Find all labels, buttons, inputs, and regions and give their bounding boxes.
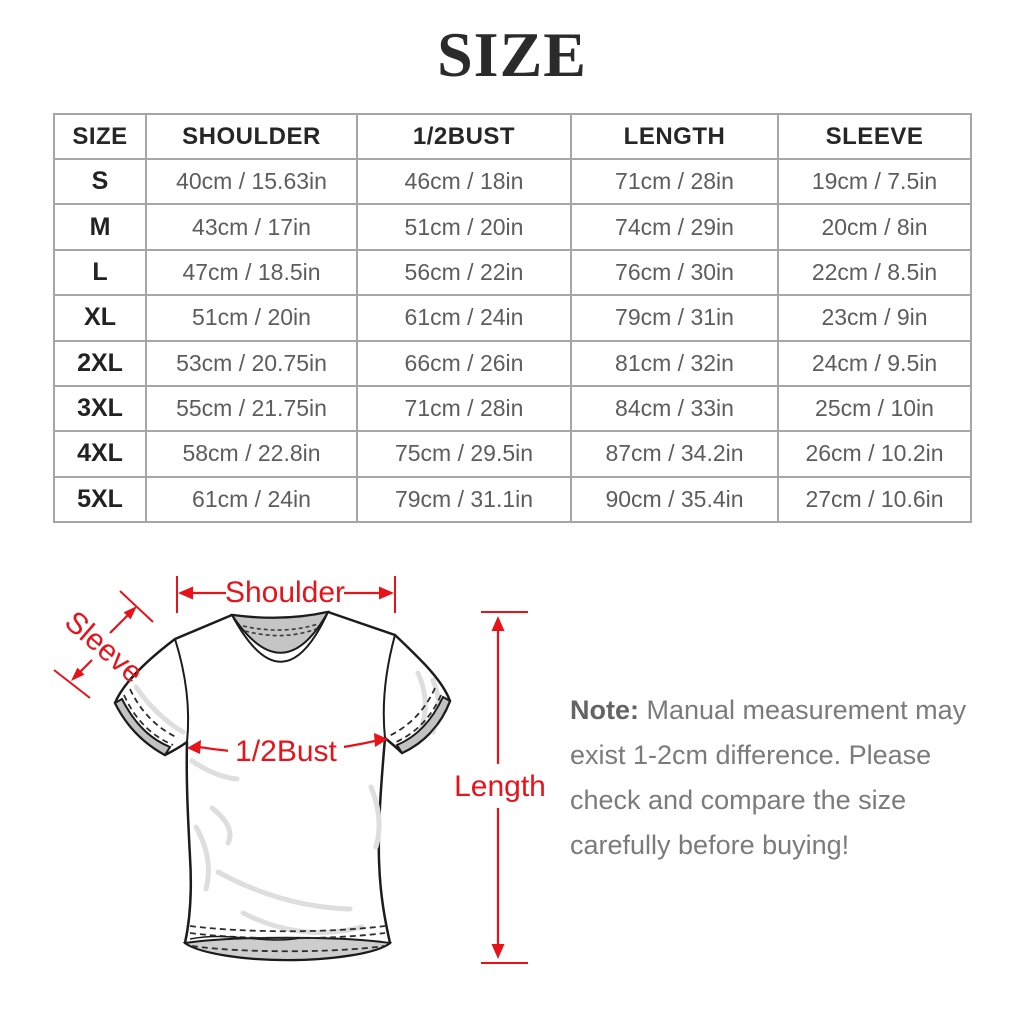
table-row: 3XL 55cm / 21.75in 71cm / 28in 84cm / 33in 2…	[53, 384, 972, 433]
bust-dimension: 1/2Bust	[187, 733, 388, 768]
collar-inner	[229, 610, 330, 654]
length-cell: 90cm / 35.4in	[570, 475, 779, 524]
table-row: 4XL 58cm / 22.8in 75cm / 29.5in 87cm / 34.2…	[53, 430, 972, 478]
shoulder-cell: 43cm / 17in	[145, 203, 358, 251]
sleeve-cell: 27cm / 10.6in	[777, 475, 972, 524]
hem-fold-line	[189, 935, 301, 941]
size-cell: 2XL	[53, 339, 147, 387]
bust-cell: 75cm / 29.5in	[356, 430, 572, 478]
bust-cell: 79cm / 31.1in	[356, 475, 572, 524]
table-row: L 47cm / 18.5in 56cm / 22in 76cm / 30in 22cm…	[53, 248, 972, 297]
shoulder-cell: 53cm / 20.75in	[145, 339, 358, 387]
shoulder-cell: 47cm / 18.5in	[145, 248, 358, 297]
size-cell: S	[53, 157, 147, 206]
length-cell: 87cm / 34.2in	[570, 430, 779, 478]
table-row: S 40cm / 15.63in 46cm / 18in 71cm / 28in 19c…	[53, 157, 972, 206]
length-label: Length	[454, 770, 546, 803]
size-table-body: S 40cm / 15.63in 46cm / 18in 71cm / 28in 19c…	[53, 157, 972, 524]
bust-cell: 71cm / 28in	[356, 384, 572, 433]
bust-cell: 56cm / 22in	[356, 248, 572, 297]
right-cuff	[395, 695, 452, 755]
hem-stitching	[191, 945, 385, 953]
bust-label: 1/2Bust	[235, 735, 337, 768]
size-cell: 5XL	[53, 475, 147, 524]
shoulder-cell: 55cm / 21.75in	[145, 384, 358, 433]
column-header-sleeve: SLEEVE	[777, 113, 972, 160]
shoulder-cell: 61cm / 24in	[145, 475, 358, 524]
column-header-length: LENGTH	[570, 113, 779, 160]
length-cell: 71cm / 28in	[570, 157, 779, 206]
collar-stitching	[242, 623, 319, 631]
size-cell: M	[53, 203, 147, 251]
table-row: 2XL 53cm / 20.75in 66cm / 26in 81cm / 32in 2…	[53, 339, 972, 387]
length-cell: 76cm / 30in	[570, 248, 779, 297]
table-header-row: SIZE SHOULDER 1/2BUST LENGTH SLEEVE	[53, 113, 972, 160]
shoulder-cell: 51cm / 20in	[145, 294, 358, 342]
sleeve-cell: 22cm / 8.5in	[777, 248, 972, 297]
column-header-shoulder: SHOULDER	[145, 113, 358, 160]
sleeve-cell: 23cm / 9in	[777, 294, 972, 342]
size-cell: L	[53, 248, 147, 297]
size-cell: XL	[53, 294, 147, 342]
note-prefix: Note:	[570, 695, 639, 725]
shoulder-dimension: Shoulder	[176, 576, 396, 613]
table-row: XL 51cm / 20in 61cm / 24in 79cm / 31in 23cm …	[53, 294, 972, 342]
shoulder-label: Shoulder	[225, 576, 345, 609]
tshirt-illustration	[113, 610, 452, 962]
length-cell: 79cm / 31in	[570, 294, 779, 342]
size-cell: 3XL	[53, 384, 147, 433]
collar-band	[231, 611, 329, 663]
size-cell: 4XL	[53, 430, 147, 478]
length-cell: 84cm / 33in	[570, 384, 779, 433]
left-cuff-stitching	[123, 694, 174, 746]
tshirt-body	[113, 610, 452, 962]
sleeve-cell: 20cm / 8in	[777, 203, 972, 251]
bust-cell: 61cm / 24in	[356, 294, 572, 342]
shoulder-cell: 40cm / 15.63in	[145, 157, 358, 206]
column-header-size: SIZE	[53, 113, 147, 160]
bust-cell: 66cm / 26in	[356, 339, 572, 387]
note-body: Manual measurement may exist 1-2cm diffe…	[570, 695, 967, 860]
bust-cell: 51cm / 20in	[356, 203, 572, 251]
column-header-bust: 1/2BUST	[356, 113, 572, 160]
sleeve-cell: 26cm / 10.2in	[777, 430, 972, 478]
left-armhole-seam	[174, 638, 190, 743]
shoulder-cell: 58cm / 22.8in	[145, 430, 358, 478]
left-cuff	[113, 697, 172, 757]
sleeve-cell: 24cm / 9.5in	[777, 339, 972, 387]
table-row: 5XL 61cm / 24in 79cm / 31.1in 90cm / 35.4in…	[53, 475, 972, 524]
right-armhole-seam	[382, 634, 396, 739]
table-row: M 43cm / 17in 51cm / 20in 74cm / 29in 20cm /…	[53, 203, 972, 251]
note-text: Note: Manual measurement may exist 1-2cm…	[570, 688, 982, 868]
sleeve-cell: 25cm / 10in	[777, 384, 972, 433]
length-cell: 74cm / 29in	[570, 203, 779, 251]
sleeve-cell: 19cm / 7.5in	[777, 157, 972, 206]
size-table: SIZE SHOULDER 1/2BUST LENGTH SLEEVE S 40c…	[53, 113, 972, 524]
bust-cell: 46cm / 18in	[356, 157, 572, 206]
length-cell: 81cm / 32in	[570, 339, 779, 387]
sleeve-label: Sleeve	[58, 605, 149, 690]
right-cuff-stitching	[393, 694, 442, 744]
length-dimension: Length	[453, 611, 548, 964]
tshirt-size-diagram: Shoulder Sleeve 1/2Bust	[53, 576, 548, 964]
page-title: SIZE	[437, 19, 587, 90]
